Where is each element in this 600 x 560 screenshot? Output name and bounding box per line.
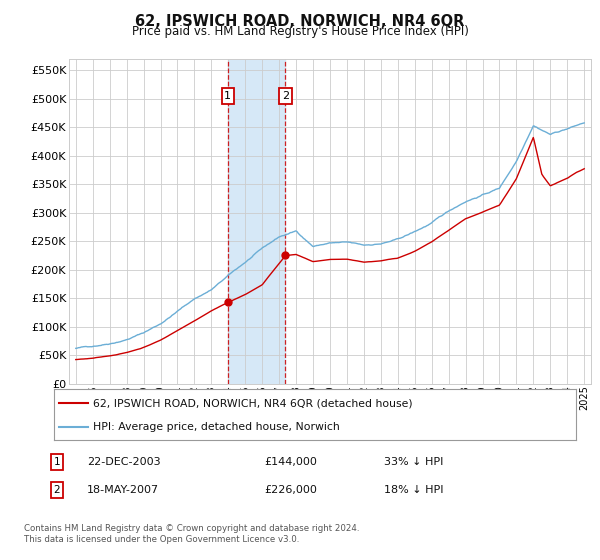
Text: £144,000: £144,000 (264, 457, 317, 467)
Text: 62, IPSWICH ROAD, NORWICH, NR4 6QR (detached house): 62, IPSWICH ROAD, NORWICH, NR4 6QR (deta… (93, 398, 413, 408)
Bar (228, 59, 286, 384)
Text: 18% ↓ HPI: 18% ↓ HPI (384, 485, 443, 495)
Text: 2: 2 (282, 91, 289, 101)
Text: 1: 1 (53, 457, 61, 467)
Text: Price paid vs. HM Land Registry's House Price Index (HPI): Price paid vs. HM Land Registry's House … (131, 25, 469, 38)
Text: 18-MAY-2007: 18-MAY-2007 (87, 485, 159, 495)
Text: 33% ↓ HPI: 33% ↓ HPI (384, 457, 443, 467)
Text: 2: 2 (53, 485, 61, 495)
Text: HPI: Average price, detached house, Norwich: HPI: Average price, detached house, Norw… (93, 422, 340, 432)
Text: 62, IPSWICH ROAD, NORWICH, NR4 6QR: 62, IPSWICH ROAD, NORWICH, NR4 6QR (136, 14, 464, 29)
Text: Contains HM Land Registry data © Crown copyright and database right 2024.
This d: Contains HM Land Registry data © Crown c… (24, 524, 359, 544)
Text: 22-DEC-2003: 22-DEC-2003 (87, 457, 161, 467)
Text: 1: 1 (224, 91, 232, 101)
Text: £226,000: £226,000 (264, 485, 317, 495)
